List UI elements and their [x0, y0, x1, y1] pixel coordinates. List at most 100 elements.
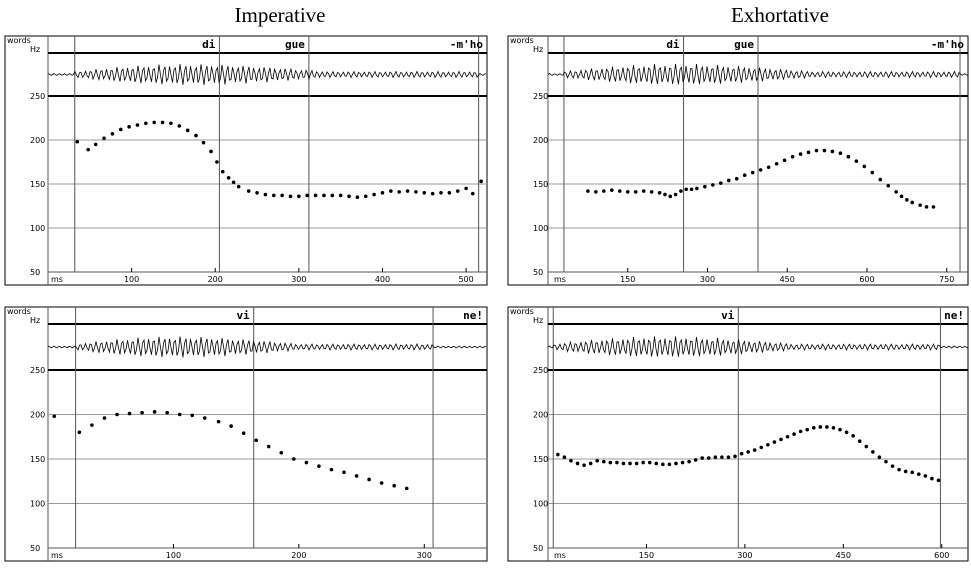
f0-point-31	[806, 150, 811, 155]
f0-point-23	[742, 173, 747, 177]
words-axis-label: words	[7, 307, 31, 316]
f0-point-58	[930, 476, 934, 481]
f0-point-46	[439, 191, 443, 195]
f0-point-26	[271, 193, 276, 198]
word-label-2: gue	[734, 38, 754, 51]
f0-point-40	[811, 426, 816, 430]
f0-point-19	[220, 169, 225, 174]
f0-point-15	[647, 460, 652, 465]
f0-point-3	[90, 423, 94, 427]
x-tick-label-200: 200	[208, 275, 223, 284]
f0-point-14	[185, 128, 190, 133]
y-tick-label-200: 200	[30, 411, 45, 420]
f0-point-5	[110, 132, 115, 136]
f0-point-1	[52, 414, 57, 419]
f0-point-38	[372, 192, 376, 197]
f0-point-17	[661, 462, 665, 467]
column-title-imperative: Imperative	[234, 3, 326, 27]
f0-point-22	[693, 458, 698, 462]
f0-point-30	[798, 152, 803, 156]
f0-point-16	[689, 187, 694, 192]
f0-point-32	[814, 148, 819, 153]
f0-point-11	[190, 413, 195, 418]
panel-frame	[4, 35, 488, 286]
f0-point-4	[102, 416, 107, 420]
f0-point-21	[231, 180, 236, 185]
f0-point-57	[923, 474, 928, 478]
f0-point-38	[862, 164, 867, 169]
f0-point-21	[317, 464, 321, 468]
panel-frame	[4, 306, 488, 562]
f0-point-29	[739, 451, 744, 456]
f0-point-29	[790, 154, 795, 159]
f0-point-15	[194, 133, 198, 138]
f0-point-59	[936, 478, 941, 483]
hz-axis-label: Hz	[30, 45, 40, 54]
f0-point-33	[330, 193, 335, 198]
f0-point-37	[854, 159, 859, 163]
f0-point-5	[115, 412, 119, 417]
f0-point-20	[718, 181, 723, 185]
f0-point-43	[414, 190, 418, 194]
f0-point-49	[871, 450, 875, 454]
f0-point-23	[700, 456, 705, 460]
x-tick-label-500: 500	[458, 275, 473, 284]
x-tick-label-300: 300	[737, 551, 752, 560]
f0-point-29	[297, 194, 301, 199]
f0-point-3	[93, 142, 98, 147]
f0-point-24	[255, 191, 259, 195]
f0-point-53	[897, 467, 901, 472]
f0-point-6	[588, 461, 593, 466]
f0-point-9	[165, 410, 169, 415]
f0-point-44	[838, 427, 842, 432]
f0-point-39	[870, 170, 875, 175]
f0-point-27	[392, 483, 396, 488]
f0-point-48	[864, 444, 869, 449]
f0-point-18	[703, 184, 707, 189]
y-tick-label-250: 250	[533, 366, 548, 375]
f0-point-12	[668, 194, 673, 199]
x-tick-label-200: 200	[291, 551, 306, 560]
x-tick-label-150: 150	[639, 551, 654, 560]
f0-point-9	[608, 460, 613, 465]
y-tick-label-100: 100	[533, 224, 548, 233]
f0-point-16	[654, 461, 659, 466]
f0-point-47	[924, 205, 929, 209]
f0-point-44	[905, 198, 909, 202]
f0-point-41	[818, 425, 823, 429]
f0-point-26	[766, 165, 771, 170]
f0-point-19	[711, 183, 715, 187]
x-tick-label-750: 750	[939, 275, 954, 284]
f0-point-18	[215, 160, 219, 164]
f0-point-35	[779, 437, 783, 442]
ms-axis-label: ms	[51, 275, 63, 284]
x-tick-label-400: 400	[375, 275, 390, 284]
f0-point-14	[641, 460, 645, 465]
y-tick-label-200: 200	[533, 136, 548, 145]
f0-point-3	[602, 189, 606, 193]
f0-point-21	[687, 459, 691, 464]
f0-point-42	[825, 425, 829, 429]
f0-point-37	[792, 432, 796, 436]
f0-point-45	[430, 191, 435, 196]
f0-point-33	[766, 442, 770, 447]
f0-point-27	[280, 193, 284, 198]
f0-point-31	[313, 193, 318, 198]
f0-point-13	[177, 124, 182, 128]
f0-point-7	[127, 125, 131, 129]
waveform-trace	[547, 336, 969, 357]
f0-point-35	[838, 151, 843, 155]
f0-point-17	[209, 149, 213, 154]
y-tick-label-150: 150	[30, 180, 45, 189]
x-tick-label-100: 100	[124, 275, 139, 284]
x-tick-label-450: 450	[836, 551, 851, 560]
y-tick-label-200: 200	[533, 411, 548, 420]
f0-point-47	[857, 439, 862, 444]
f0-point-27	[726, 455, 731, 460]
f0-point-22	[236, 184, 241, 189]
panel-frame	[507, 35, 969, 286]
f0-point-8	[135, 123, 140, 127]
word-label-1: vi	[236, 309, 250, 322]
